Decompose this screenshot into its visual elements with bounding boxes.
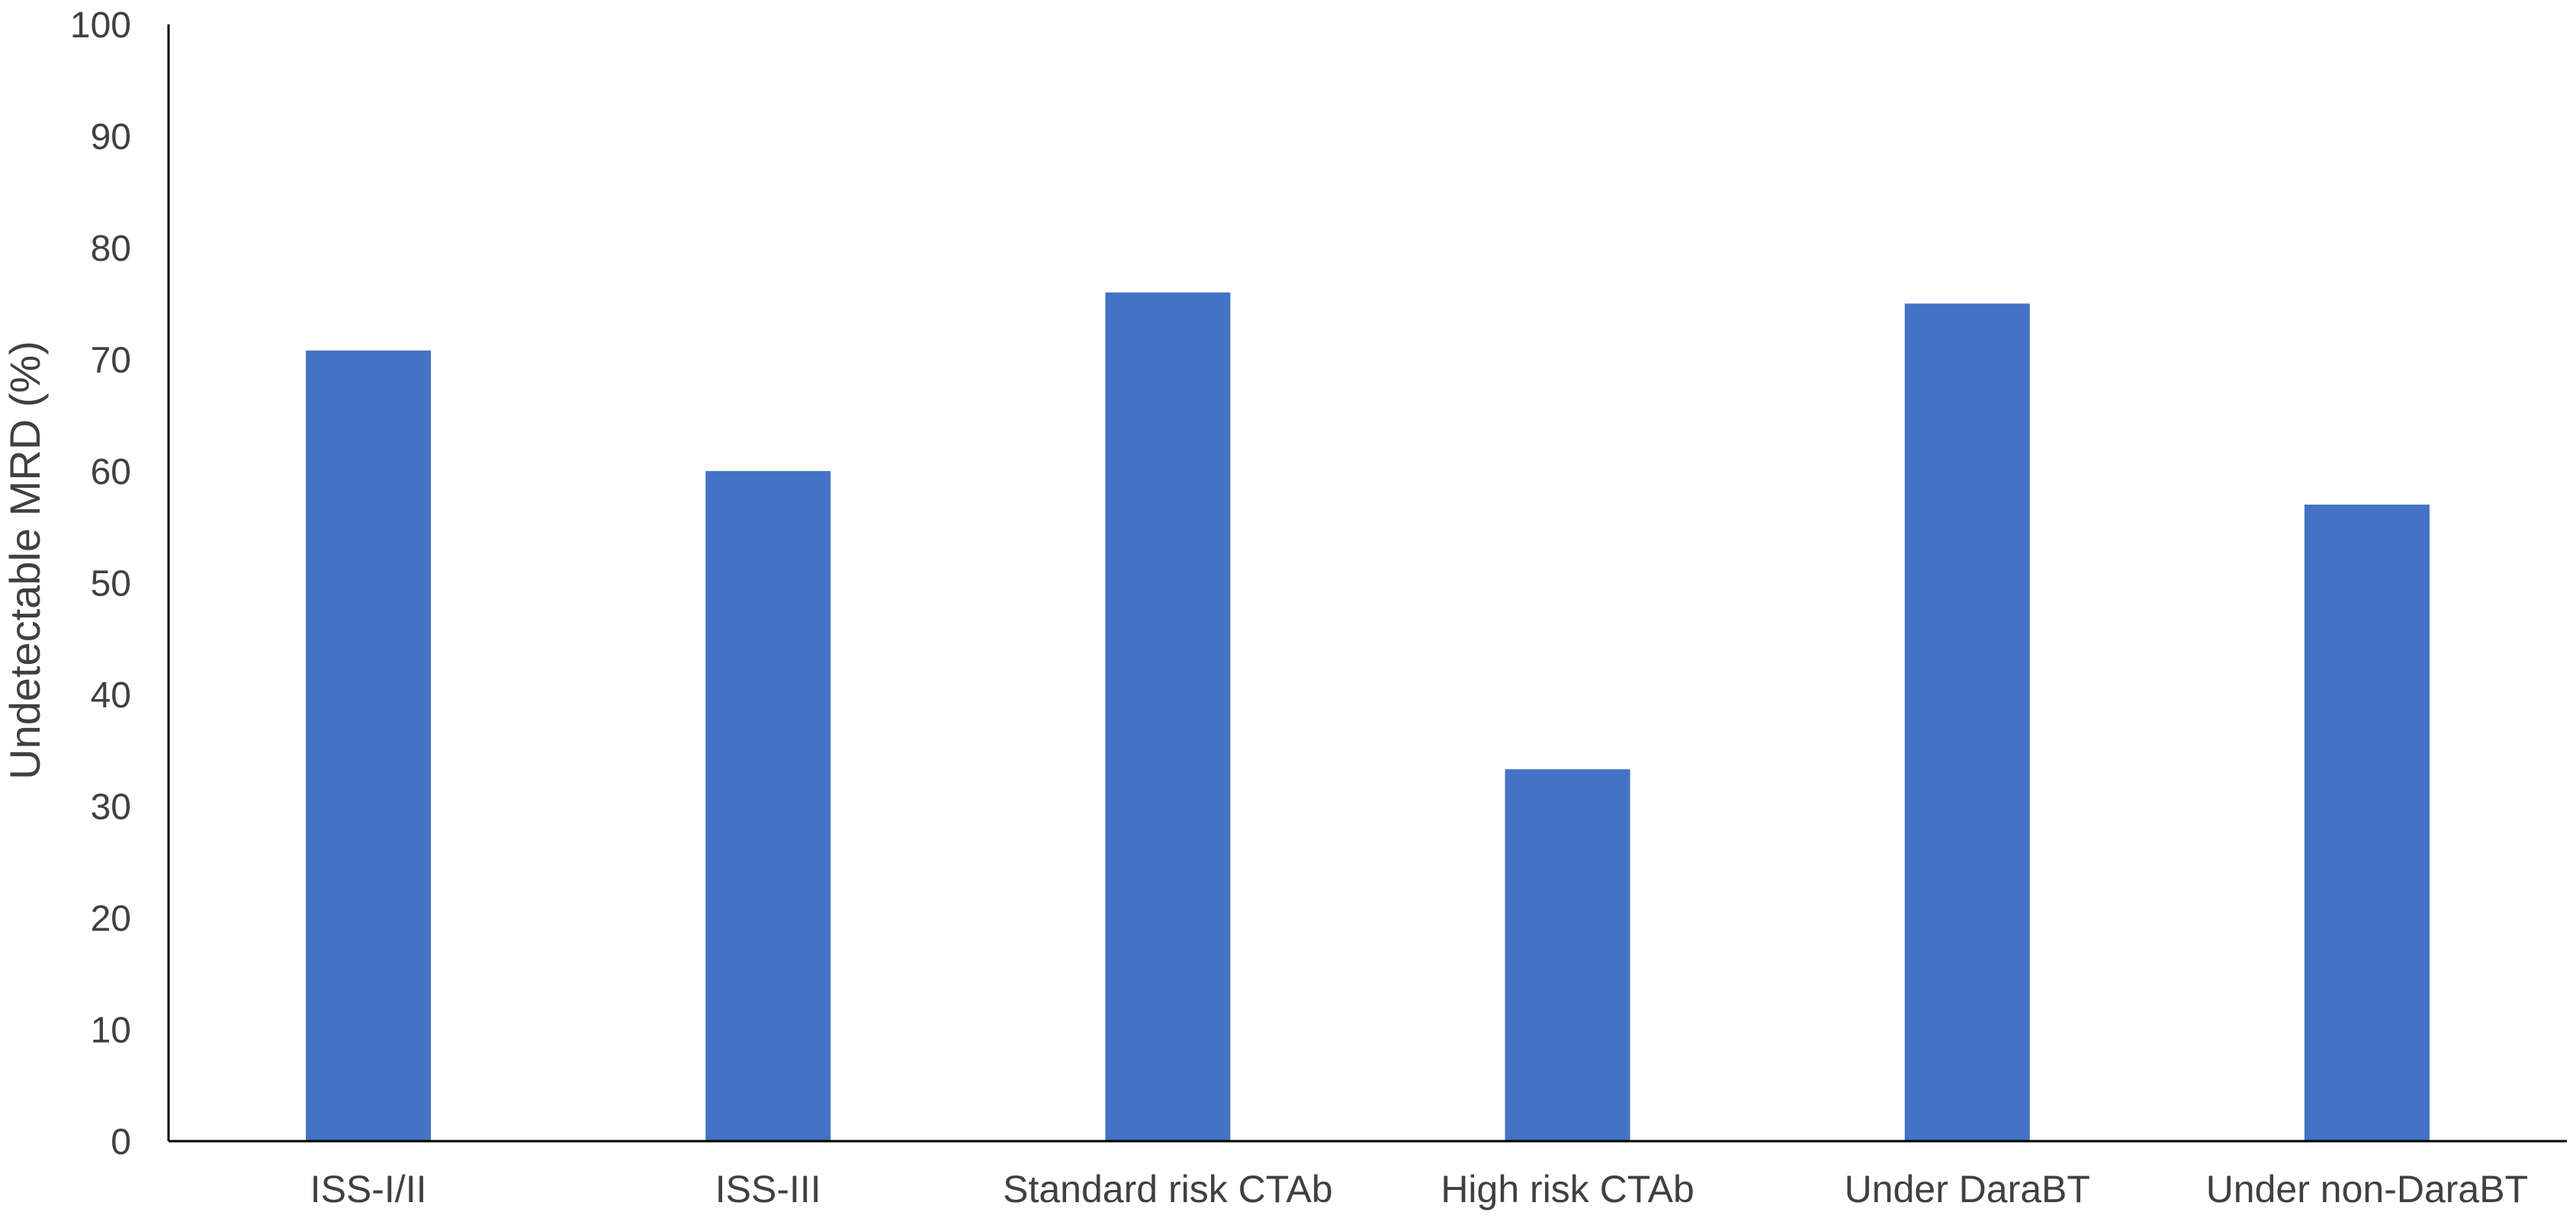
y-tick-label: 0 xyxy=(111,1122,131,1162)
bar xyxy=(2304,504,2430,1141)
y-tick-label: 40 xyxy=(91,675,131,716)
y-tick-label: 20 xyxy=(91,899,131,939)
y-tick-label: 10 xyxy=(91,1011,131,1051)
bar xyxy=(1505,769,1630,1141)
y-tick-label: 90 xyxy=(91,117,131,158)
bar xyxy=(1105,292,1231,1142)
y-tick-label: 50 xyxy=(91,564,131,604)
y-tick-label: 80 xyxy=(91,229,131,269)
bars-group xyxy=(306,292,2430,1142)
y-tick-label: 60 xyxy=(91,452,131,492)
x-category-label: Standard risk CTAb xyxy=(1003,1168,1333,1211)
y-tick-label: 70 xyxy=(91,341,131,381)
y-axis-ticks: 0 10 20 30 40 50 60 70 80 90 100 xyxy=(70,5,131,1162)
bar xyxy=(1904,303,2030,1141)
x-category-label: Under non-DaraBT xyxy=(2206,1168,2528,1211)
x-category-label: ISS-I/II xyxy=(310,1168,427,1211)
y-tick-label: 100 xyxy=(70,5,131,46)
bar xyxy=(306,350,432,1141)
x-category-label: Under DaraBT xyxy=(1845,1168,2090,1211)
y-axis-title: Undetectable MRD (%) xyxy=(1,341,49,780)
x-axis-labels: ISS-I/II ISS-III Standard risk CTAb High ri… xyxy=(310,1168,2528,1211)
x-category-label: ISS-III xyxy=(715,1168,821,1211)
y-tick-label: 30 xyxy=(91,787,131,828)
x-category-label: High risk CTAb xyxy=(1441,1168,1694,1211)
bar xyxy=(705,471,831,1141)
